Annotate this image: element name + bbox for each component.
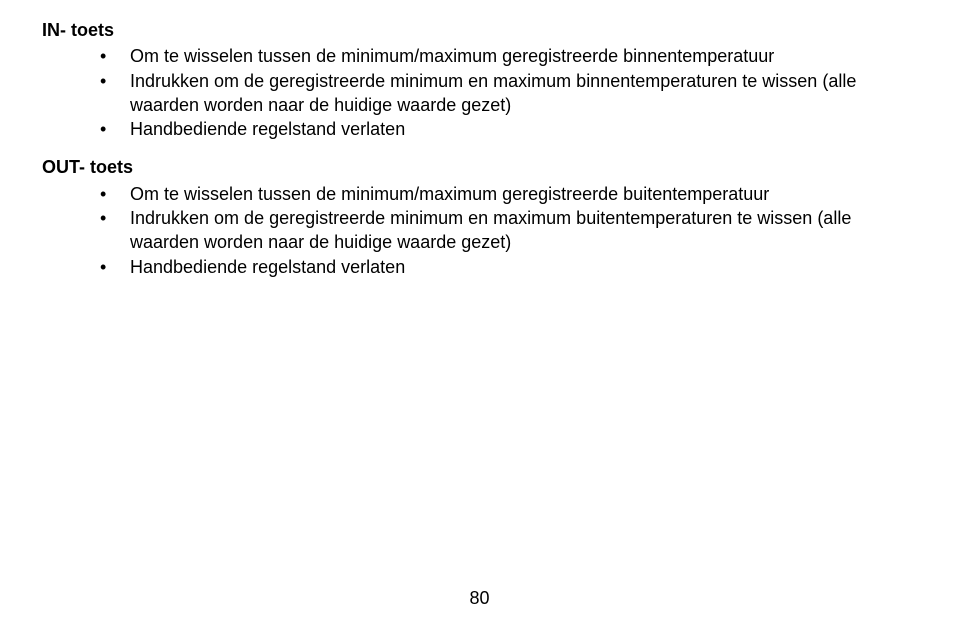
list-item: Om te wisselen tussen de minimum/maximum… [100,44,917,68]
section-out-toets: OUT- toets Om te wisselen tussen de mini… [42,155,917,278]
document-page: IN- toets Om te wisselen tussen de minim… [0,0,959,633]
list-item: Handbediende regelstand verlaten [100,117,917,141]
list-item: Indrukken om de geregistreerde minimum e… [100,69,917,118]
section-heading: IN- toets [42,18,917,42]
section-in-toets: IN- toets Om te wisselen tussen de minim… [42,18,917,141]
bullet-list: Om te wisselen tussen de minimum/maximum… [42,182,917,279]
page-number: 80 [0,588,959,609]
list-item: Indrukken om de geregistreerde minimum e… [100,206,917,255]
section-heading: OUT- toets [42,155,917,179]
bullet-list: Om te wisselen tussen de minimum/maximum… [42,44,917,141]
list-item: Om te wisselen tussen de minimum/maximum… [100,182,917,206]
list-item: Handbediende regelstand verlaten [100,255,917,279]
